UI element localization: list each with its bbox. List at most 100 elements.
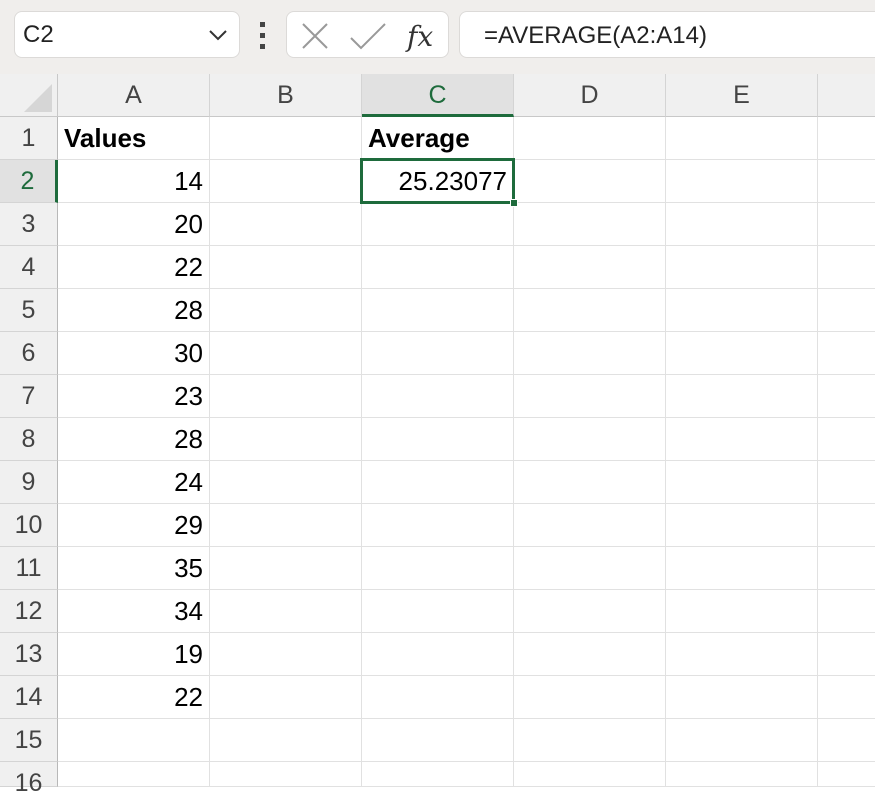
column-header-D[interactable]: D	[514, 74, 666, 117]
chevron-down-icon[interactable]	[207, 24, 229, 46]
cell-D4[interactable]	[514, 246, 666, 289]
cell-D13[interactable]	[514, 633, 666, 676]
cell-C2[interactable]: 25.23077	[362, 160, 514, 203]
name-box[interactable]: C2	[14, 11, 240, 58]
cell-A3[interactable]: 20	[58, 203, 210, 246]
cell-A15[interactable]	[58, 719, 210, 762]
row-header-6[interactable]: 6	[0, 332, 58, 375]
cell-F2[interactable]	[818, 160, 875, 203]
cell-E10[interactable]	[666, 504, 818, 547]
cell-A2[interactable]: 14	[58, 160, 210, 203]
row-header-8[interactable]: 8	[0, 418, 58, 461]
cell-F3[interactable]	[818, 203, 875, 246]
row-header-1[interactable]: 1	[0, 117, 58, 160]
cell-B14[interactable]	[210, 676, 362, 719]
column-header-A[interactable]: A	[58, 74, 210, 117]
cell-B9[interactable]	[210, 461, 362, 504]
row-header-10[interactable]: 10	[0, 504, 58, 547]
cell-D5[interactable]	[514, 289, 666, 332]
row-header-15[interactable]: 15	[0, 719, 58, 762]
column-header-C[interactable]: C	[362, 74, 514, 117]
cell-E8[interactable]	[666, 418, 818, 461]
cell-B8[interactable]	[210, 418, 362, 461]
cell-D9[interactable]	[514, 461, 666, 504]
cell-E3[interactable]	[666, 203, 818, 246]
row-header-11[interactable]: 11	[0, 547, 58, 590]
row-header-7[interactable]: 7	[0, 375, 58, 418]
cell-C8[interactable]	[362, 418, 514, 461]
cell-E4[interactable]	[666, 246, 818, 289]
cell-A10[interactable]: 29	[58, 504, 210, 547]
cell-A4[interactable]: 22	[58, 246, 210, 289]
cell-A9[interactable]: 24	[58, 461, 210, 504]
cell-E1[interactable]	[666, 117, 818, 160]
row-header-12[interactable]: 12	[0, 590, 58, 633]
row-header-14[interactable]: 14	[0, 676, 58, 719]
row-header-3[interactable]: 3	[0, 203, 58, 246]
cell-E9[interactable]	[666, 461, 818, 504]
cell-B1[interactable]	[210, 117, 362, 160]
row-header-13[interactable]: 13	[0, 633, 58, 676]
fill-handle[interactable]	[510, 199, 518, 207]
x-icon[interactable]	[301, 22, 329, 50]
cell-B3[interactable]	[210, 203, 362, 246]
cell-F7[interactable]	[818, 375, 875, 418]
cell-E5[interactable]	[666, 289, 818, 332]
cell-A5[interactable]: 28	[58, 289, 210, 332]
cell-B13[interactable]	[210, 633, 362, 676]
cell-C14[interactable]	[362, 676, 514, 719]
check-icon[interactable]	[349, 22, 387, 50]
cell-A16[interactable]	[58, 762, 210, 787]
fx-icon[interactable]: fx	[405, 18, 441, 54]
cell-D12[interactable]	[514, 590, 666, 633]
cell-B2[interactable]	[210, 160, 362, 203]
cell-B15[interactable]	[210, 719, 362, 762]
row-header-9[interactable]: 9	[0, 461, 58, 504]
row-header-4[interactable]: 4	[0, 246, 58, 289]
cell-A13[interactable]: 19	[58, 633, 210, 676]
cell-F9[interactable]	[818, 461, 875, 504]
cell-D14[interactable]	[514, 676, 666, 719]
cell-E7[interactable]	[666, 375, 818, 418]
cell-D1[interactable]	[514, 117, 666, 160]
cell-D7[interactable]	[514, 375, 666, 418]
cell-B4[interactable]	[210, 246, 362, 289]
cell-F12[interactable]	[818, 590, 875, 633]
cell-C6[interactable]	[362, 332, 514, 375]
cell-E11[interactable]	[666, 547, 818, 590]
cell-F5[interactable]	[818, 289, 875, 332]
cell-B6[interactable]	[210, 332, 362, 375]
cell-D16[interactable]	[514, 762, 666, 787]
spreadsheet-grid[interactable]: A B C D E 1 Values Average 2 14 25.23077 3 20 4 22 5 28 6…	[0, 74, 875, 797]
select-all-button[interactable]	[0, 74, 58, 117]
cell-E15[interactable]	[666, 719, 818, 762]
cell-F11[interactable]	[818, 547, 875, 590]
cell-F15[interactable]	[818, 719, 875, 762]
cell-A8[interactable]: 28	[58, 418, 210, 461]
cell-A6[interactable]: 30	[58, 332, 210, 375]
row-header-16[interactable]: 16	[0, 762, 58, 797]
cell-E16[interactable]	[666, 762, 818, 787]
cell-C3[interactable]	[362, 203, 514, 246]
cell-C15[interactable]	[362, 719, 514, 762]
cell-E6[interactable]	[666, 332, 818, 375]
cell-F6[interactable]	[818, 332, 875, 375]
cell-A14[interactable]: 22	[58, 676, 210, 719]
cell-A12[interactable]: 34	[58, 590, 210, 633]
cell-F10[interactable]	[818, 504, 875, 547]
cell-A11[interactable]: 35	[58, 547, 210, 590]
cell-C1[interactable]: Average	[362, 117, 514, 160]
column-header-E[interactable]: E	[666, 74, 818, 117]
cell-D6[interactable]	[514, 332, 666, 375]
cell-D8[interactable]	[514, 418, 666, 461]
column-header-B[interactable]: B	[210, 74, 362, 117]
row-header-2[interactable]: 2	[0, 160, 58, 203]
column-header-next[interactable]	[818, 74, 875, 117]
cell-C16[interactable]	[362, 762, 514, 787]
cell-C5[interactable]	[362, 289, 514, 332]
cell-F13[interactable]	[818, 633, 875, 676]
cell-A7[interactable]: 23	[58, 375, 210, 418]
cell-D15[interactable]	[514, 719, 666, 762]
cell-B5[interactable]	[210, 289, 362, 332]
cell-C7[interactable]	[362, 375, 514, 418]
